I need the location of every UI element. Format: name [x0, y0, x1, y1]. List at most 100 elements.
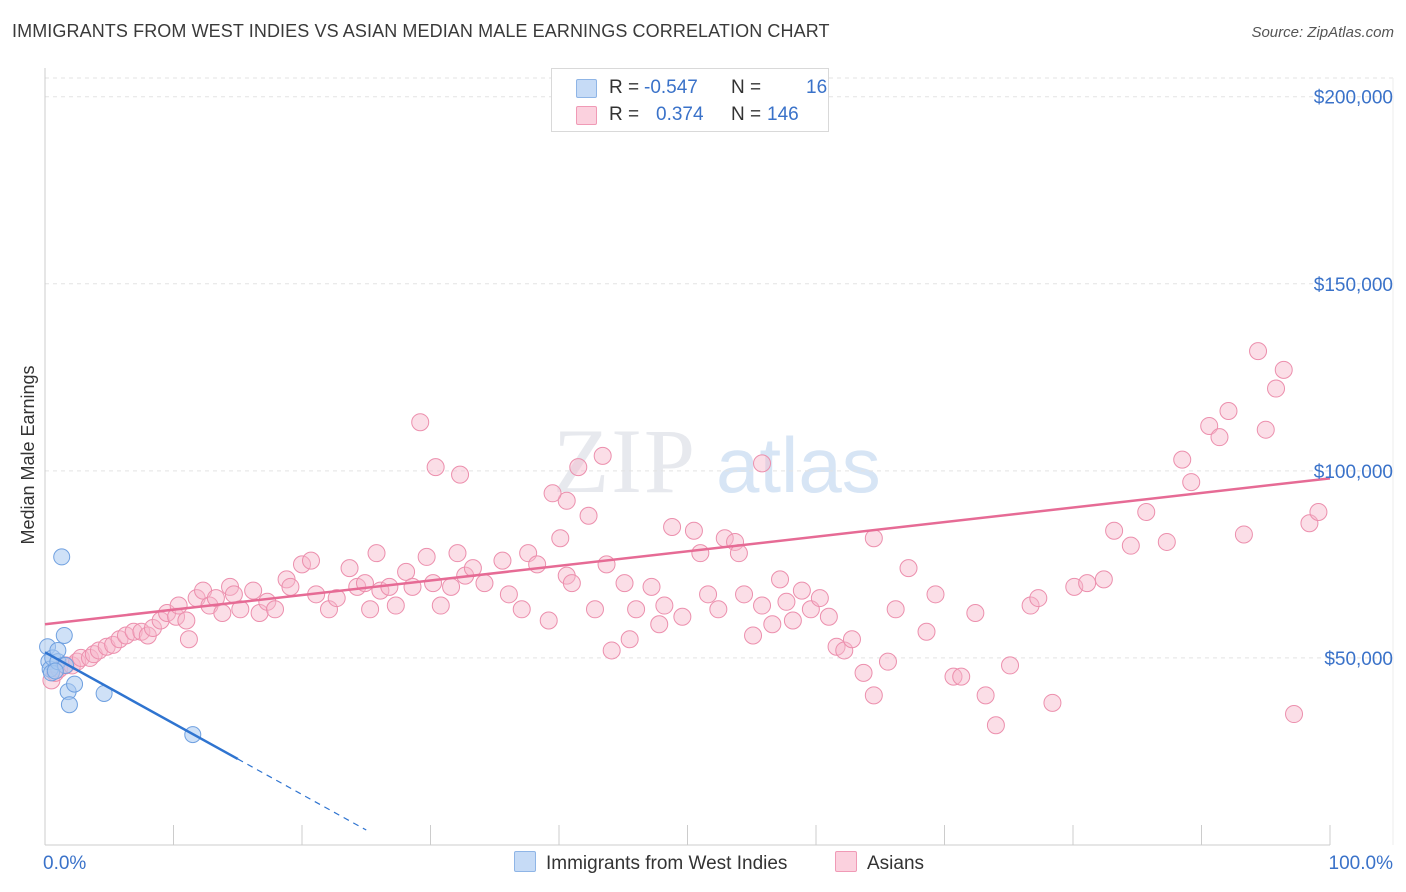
y-axis-label: Median Male Earnings — [18, 365, 38, 544]
legend-n-value: 16 — [806, 77, 828, 98]
asians-point — [783, 611, 802, 630]
chart-title: IMMIGRANTS FROM WEST INDIES VS ASIAN MED… — [12, 21, 830, 41]
asians-point — [986, 716, 1005, 735]
asians-point — [976, 686, 995, 705]
asians-point — [709, 600, 728, 619]
asians-point — [819, 607, 838, 626]
asians-points — [42, 342, 1328, 735]
legend-r-label: R = — [609, 104, 640, 125]
asians-point — [1157, 532, 1176, 551]
asians-point — [1200, 416, 1219, 435]
asians-point — [528, 555, 547, 574]
x-tick-label-max: 100.0% — [1329, 853, 1394, 874]
asians-point — [426, 458, 445, 477]
bottom-legend-swatch-west-indies — [514, 851, 536, 872]
asians-point — [293, 555, 311, 574]
asians-point — [224, 585, 243, 604]
asians-point — [143, 618, 162, 637]
asians-point — [1021, 596, 1040, 615]
asians-point — [1219, 401, 1238, 420]
asians-point — [899, 559, 918, 578]
asians-point — [231, 600, 250, 619]
asians-point — [1210, 428, 1229, 447]
asians-point — [1078, 574, 1097, 593]
asians-point — [386, 596, 405, 615]
asians-point — [411, 413, 430, 432]
asians-point — [301, 551, 320, 570]
asians-point — [179, 630, 198, 649]
asians-point — [281, 577, 300, 596]
asians-point — [753, 596, 772, 615]
asians-point — [543, 484, 562, 503]
asians-point — [512, 600, 531, 619]
asians-point — [854, 663, 873, 682]
asians-point — [551, 529, 570, 548]
asians-trend-line — [44, 477, 1331, 626]
legend-swatch-asians — [576, 106, 597, 125]
asians-point — [1309, 503, 1328, 522]
watermark-atlas: atlas — [716, 421, 881, 509]
asians-point — [673, 607, 692, 626]
asians-point — [1029, 589, 1048, 608]
asians-point — [569, 458, 588, 477]
bottom-legend-swatch-asians — [835, 851, 857, 872]
asians-point — [593, 446, 612, 465]
bottom-legend-label-asians: Asians — [867, 853, 925, 874]
asians-point — [917, 622, 936, 641]
correlation-legend: R = -0.547 N = 16 R = 0.374 N = 146 — [551, 68, 829, 132]
asians-point — [663, 517, 682, 536]
asians-point — [397, 562, 416, 581]
asians-point — [864, 529, 883, 548]
asians-point — [1256, 420, 1275, 439]
asians-point — [1274, 360, 1293, 379]
asians-point — [926, 585, 945, 604]
west-indies-point — [53, 548, 71, 566]
west-indies-point — [46, 662, 64, 680]
west-indies-point — [60, 696, 78, 714]
asians-point — [1267, 379, 1286, 398]
y-tick-label: $200,000 — [1314, 88, 1393, 109]
legend-n-value: 146 — [767, 104, 799, 125]
legend-r-label: R = — [609, 77, 640, 98]
asians-point — [966, 604, 985, 623]
asians-point — [597, 555, 616, 574]
asians-point — [1182, 473, 1201, 492]
asians-point — [944, 667, 963, 686]
asians-point — [753, 454, 772, 473]
watermark-zip: ZIP — [553, 410, 697, 512]
asians-point — [952, 667, 971, 686]
bottom-legend-asians: Asians — [835, 851, 924, 875]
legend-r-value: -0.547 — [644, 77, 698, 98]
asians-point — [579, 506, 598, 525]
asians-point — [177, 611, 196, 630]
asians-point — [810, 589, 829, 608]
asians-point — [1001, 656, 1020, 675]
asians-point — [266, 600, 285, 619]
west-indies-point — [55, 626, 73, 644]
asians-point — [442, 577, 461, 596]
asians-point — [1094, 570, 1113, 589]
y-tick-label: $100,000 — [1314, 462, 1393, 483]
asians-point — [1105, 521, 1124, 540]
asians-point — [744, 626, 763, 645]
west-indies-point — [66, 675, 84, 693]
asians-point — [493, 551, 512, 570]
asians-point — [864, 686, 883, 705]
asians-point — [1043, 693, 1062, 712]
asians-point — [451, 465, 470, 484]
asians-point — [842, 630, 861, 649]
asians-point — [627, 600, 646, 619]
asians-point — [602, 641, 621, 660]
asians-point — [763, 615, 782, 634]
trend-lines — [44, 477, 1331, 831]
y-tick-label: $50,000 — [1324, 649, 1393, 670]
asians-point — [792, 581, 811, 600]
asians-point — [499, 585, 518, 604]
bottom-legend-west-indies: Immigrants from West Indies — [514, 851, 787, 875]
legend-swatch-west-indies — [576, 79, 597, 98]
axis-labels: $50,000 $100,000 $150,000 $200,000 0.0% 100.0… — [18, 88, 1393, 874]
asians-point — [684, 521, 703, 540]
west-indies-trend-line — [44, 651, 239, 761]
asians-point — [771, 570, 790, 589]
